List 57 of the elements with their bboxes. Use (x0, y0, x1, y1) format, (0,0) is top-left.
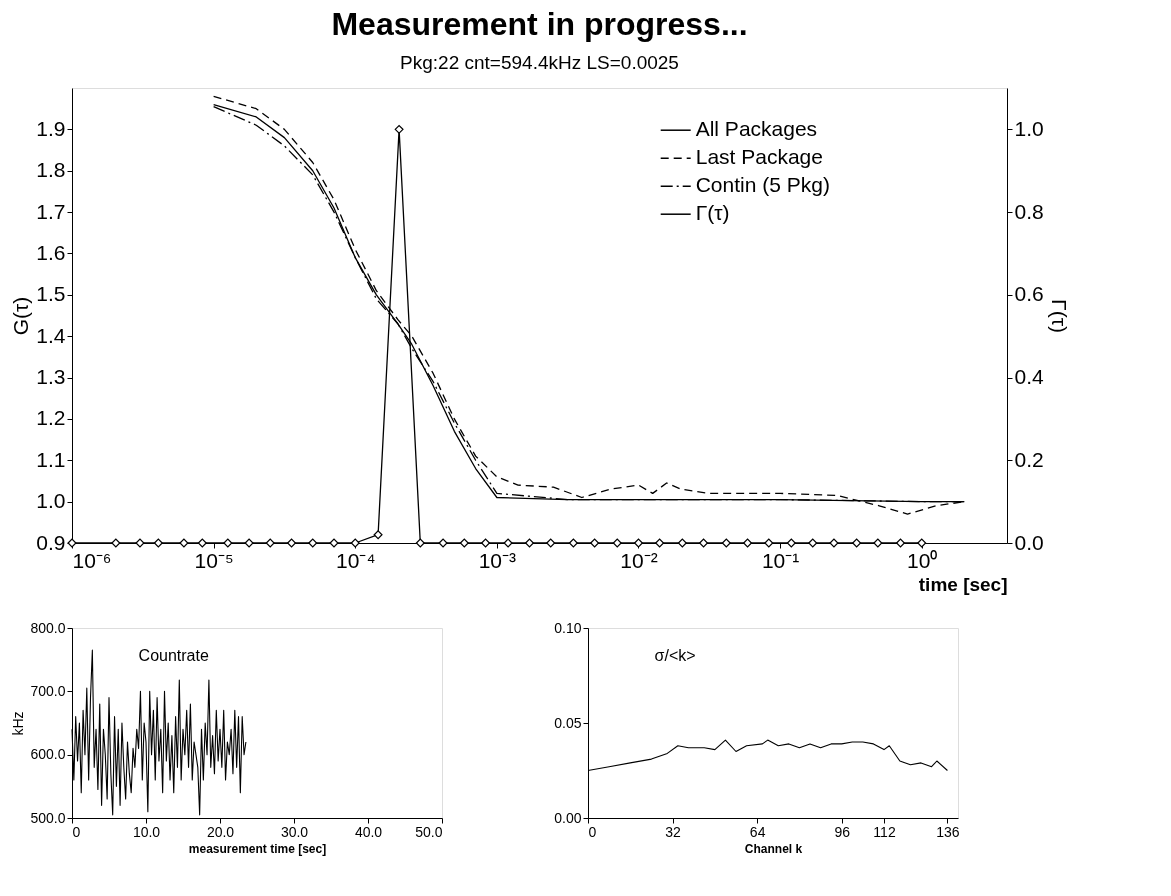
x-tick-label: 40.0 (354, 823, 383, 840)
y-tick-label: 1.3 (36, 365, 66, 389)
y-tick-label: 1.8 (36, 158, 66, 182)
legend-label: Γ(τ) (695, 201, 730, 225)
y2-tick-label: 0.8 (1014, 199, 1044, 223)
y2-tick-label: 0.6 (1014, 282, 1044, 306)
x-tick-label: 20.0 (206, 823, 235, 840)
y-tick-label: 0.05 (554, 714, 582, 731)
legend-label: All Packages (695, 117, 818, 141)
y-tick-label: 1.0 (36, 489, 66, 513)
x-tick-label: 30.0 (280, 823, 309, 840)
y2-tick-label: 0.4 (1014, 365, 1045, 389)
x-tick-label: 112 (873, 823, 896, 840)
x-tick-label: 10⁻⁴ (336, 548, 376, 572)
y-tick-label: 500.0 (30, 809, 66, 826)
x-axis-title: time [sec] (918, 573, 1008, 595)
y-tick-label: 600.0 (30, 746, 66, 763)
legend-label: Contin (5 Pkg) (695, 173, 830, 197)
x-tick-label: 0 (588, 823, 597, 840)
y-tick-label: 1.1 (36, 447, 66, 471)
y-tick-label: 1.9 (36, 116, 66, 140)
x-axis-title: measurement time [sec] (188, 841, 327, 856)
chart-title: Measurement in progress... (331, 6, 748, 42)
x-tick-label: 10⁻⁵ (194, 548, 234, 572)
y-axis-title: kHz (10, 711, 27, 736)
x-tick-label: 64 (749, 823, 766, 840)
y-tick-label: 0.10 (554, 619, 582, 636)
y2-tick-label: 0.2 (1014, 447, 1044, 471)
x-tick-label: 0 (72, 823, 81, 840)
y-tick-label: 1.6 (36, 240, 66, 264)
annotation: Countrate (138, 647, 209, 664)
y2-axis-title: Γ(τ) (1047, 299, 1071, 333)
x-tick-label: 10⁻³ (478, 548, 517, 572)
y-tick-label: 700.0 (30, 682, 66, 699)
x-tick-label: 10.0 (132, 823, 161, 840)
x-axis-title: Channel k (744, 841, 803, 856)
y-tick-label: 800.0 (30, 619, 66, 636)
y-tick-label: 0.9 (36, 530, 66, 554)
x-tick-label: 10⁻¹ (761, 548, 800, 572)
annotation: σ/<k> (654, 647, 696, 664)
legend-label: Last Package (695, 145, 823, 169)
y-tick-label: 1.5 (36, 282, 66, 306)
x-tick-label: 32 (665, 823, 682, 840)
y-tick-label: 1.7 (36, 199, 66, 223)
x-tick-label: 136 (936, 823, 960, 840)
x-tick-label: 10⁰ (907, 548, 938, 572)
x-tick-label: 96 (834, 823, 851, 840)
x-tick-label: 10⁻⁶ (72, 548, 112, 572)
y2-tick-label: 0.0 (1014, 530, 1044, 554)
y-tick-label: 0.00 (554, 809, 582, 826)
chart-subtitle: Pkg:22 cnt=594.4kHz LS=0.0025 (400, 52, 679, 73)
y-tick-label: 1.4 (36, 323, 66, 347)
x-tick-label: 10⁻² (620, 548, 658, 572)
x-tick-label: 50.0 (415, 823, 443, 840)
y2-tick-label: 1.0 (1014, 116, 1044, 140)
y-axis-title: G(τ) (9, 296, 33, 336)
y-tick-label: 1.2 (36, 406, 66, 430)
